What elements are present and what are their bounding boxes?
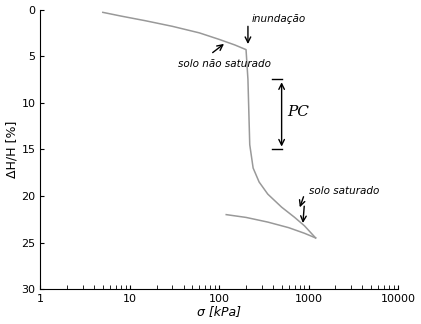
X-axis label: σ [kPa]: σ [kPa]: [197, 306, 241, 318]
Y-axis label: ΔH/H [%]: ΔH/H [%]: [5, 121, 19, 178]
Text: PC: PC: [288, 105, 309, 119]
Text: inundação: inundação: [251, 14, 306, 24]
Text: solo saturado: solo saturado: [309, 186, 379, 196]
Text: solo não saturado: solo não saturado: [179, 59, 272, 69]
